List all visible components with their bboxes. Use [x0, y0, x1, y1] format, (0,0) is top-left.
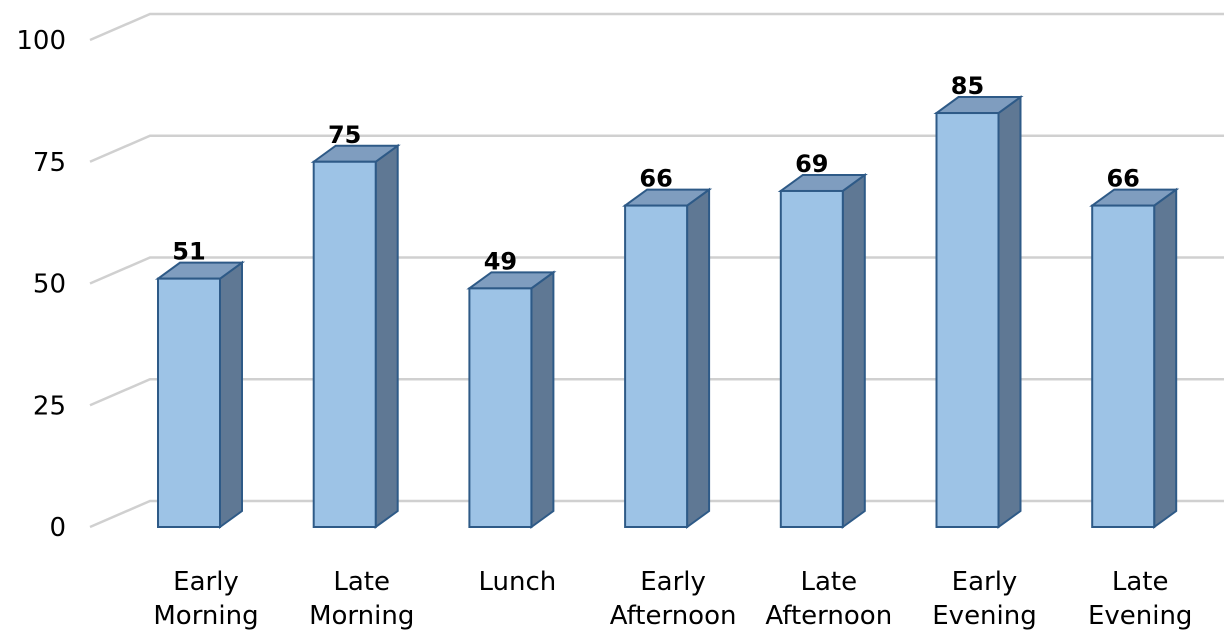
bar-side — [686, 187, 711, 529]
bar — [777, 173, 868, 529]
bar-side — [841, 173, 866, 529]
bar-side — [1153, 187, 1178, 529]
bar-front — [468, 287, 533, 528]
category-label-line: Late — [333, 567, 390, 597]
gridline — [89, 499, 1224, 529]
category-label: Early Morning — [153, 567, 258, 631]
data-label: 51 — [172, 238, 205, 266]
data-label: 66 — [639, 165, 672, 193]
bar — [466, 270, 557, 529]
y-tick-label: 25 — [33, 391, 66, 421]
bar-side — [997, 95, 1022, 529]
bar-front — [779, 189, 844, 528]
y-tick-label: 50 — [33, 270, 66, 300]
category-label-line: Evening — [932, 601, 1037, 631]
bar-front — [312, 160, 377, 528]
category-label-line: Afternoon — [765, 601, 892, 631]
y-axis-tick-labels: 0 25 50 75 100 — [16, 26, 66, 543]
category-label: Late Afternoon — [765, 567, 892, 631]
bar — [622, 187, 713, 529]
data-label: 75 — [328, 121, 361, 149]
y-tick-label: 100 — [16, 26, 66, 56]
data-label: 69 — [795, 150, 828, 178]
data-label: 49 — [484, 247, 517, 275]
bar-side — [374, 143, 399, 529]
category-label: Lunch — [479, 567, 557, 597]
data-labels: 51 75 49 66 69 85 66 — [172, 72, 1140, 275]
category-label-line: Afternoon — [610, 601, 737, 631]
bars — [154, 95, 1180, 529]
category-label: Early Evening — [932, 567, 1037, 631]
category-label-line: Early — [640, 567, 706, 597]
gridlines — [89, 12, 1224, 529]
bar-front — [935, 112, 1000, 529]
bar-front — [624, 204, 689, 529]
category-label: Late Morning — [309, 567, 414, 631]
gridline — [89, 134, 1224, 163]
data-label: 85 — [951, 72, 984, 100]
category-label-line: Lunch — [479, 567, 557, 597]
category-label-line: Morning — [153, 601, 258, 631]
bar — [154, 260, 246, 529]
category-label-line: Late — [1112, 567, 1169, 597]
bar-side — [219, 260, 243, 529]
category-label: Late Evening — [1088, 567, 1193, 631]
x-axis-category-labels: Early Morning Late Morning Lunch Early Afterno… — [153, 567, 1192, 631]
bar-side — [530, 270, 555, 529]
category-label-line: Early — [173, 567, 239, 597]
gridline — [89, 12, 1224, 42]
bar — [310, 143, 401, 529]
gridline — [89, 256, 1224, 285]
category-label-line: Early — [952, 567, 1018, 597]
y-tick-label: 0 — [49, 513, 66, 543]
y-tick-label: 75 — [33, 148, 66, 178]
bar-front — [1091, 204, 1156, 529]
bar — [1089, 187, 1180, 529]
category-label-line: Morning — [309, 601, 414, 631]
gridline — [89, 378, 1224, 407]
bar-front — [157, 277, 221, 528]
category-label-line: Evening — [1088, 601, 1193, 631]
data-label: 66 — [1106, 165, 1139, 193]
bar — [933, 95, 1024, 529]
category-label: Early Afternoon — [610, 567, 737, 631]
category-label-line: Late — [800, 567, 857, 597]
